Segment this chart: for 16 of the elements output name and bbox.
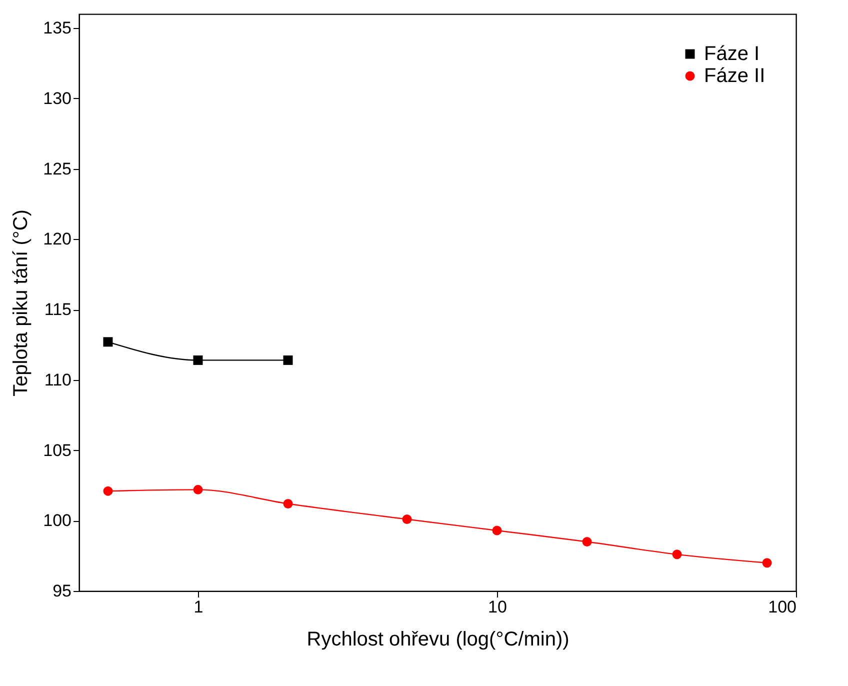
y-tick-label: 105 [43,440,72,460]
x-tick-label: 10 [488,598,507,616]
y-tick-label: 135 [43,18,72,38]
y-tick-label: 110 [44,370,72,390]
y-tick-label: 115 [44,300,72,320]
x-tick-label: 100 [768,598,796,616]
y-tick-label: 100 [43,511,72,530]
legend-label: Fáze II [704,65,766,87]
y-tick-label: 130 [43,88,72,108]
x-axis-title: Rychlost ohřevu (log(°C/min)) [306,628,570,650]
legend-label: Fáze I [704,43,760,65]
y-tick-label: 120 [43,230,72,249]
x-tick-label: 1 [194,598,204,616]
y-tick-label: 95 [52,582,72,600]
y-tick-label: 125 [43,159,72,178]
y-axis-title: Teplota piku tání (°C) [10,210,32,396]
